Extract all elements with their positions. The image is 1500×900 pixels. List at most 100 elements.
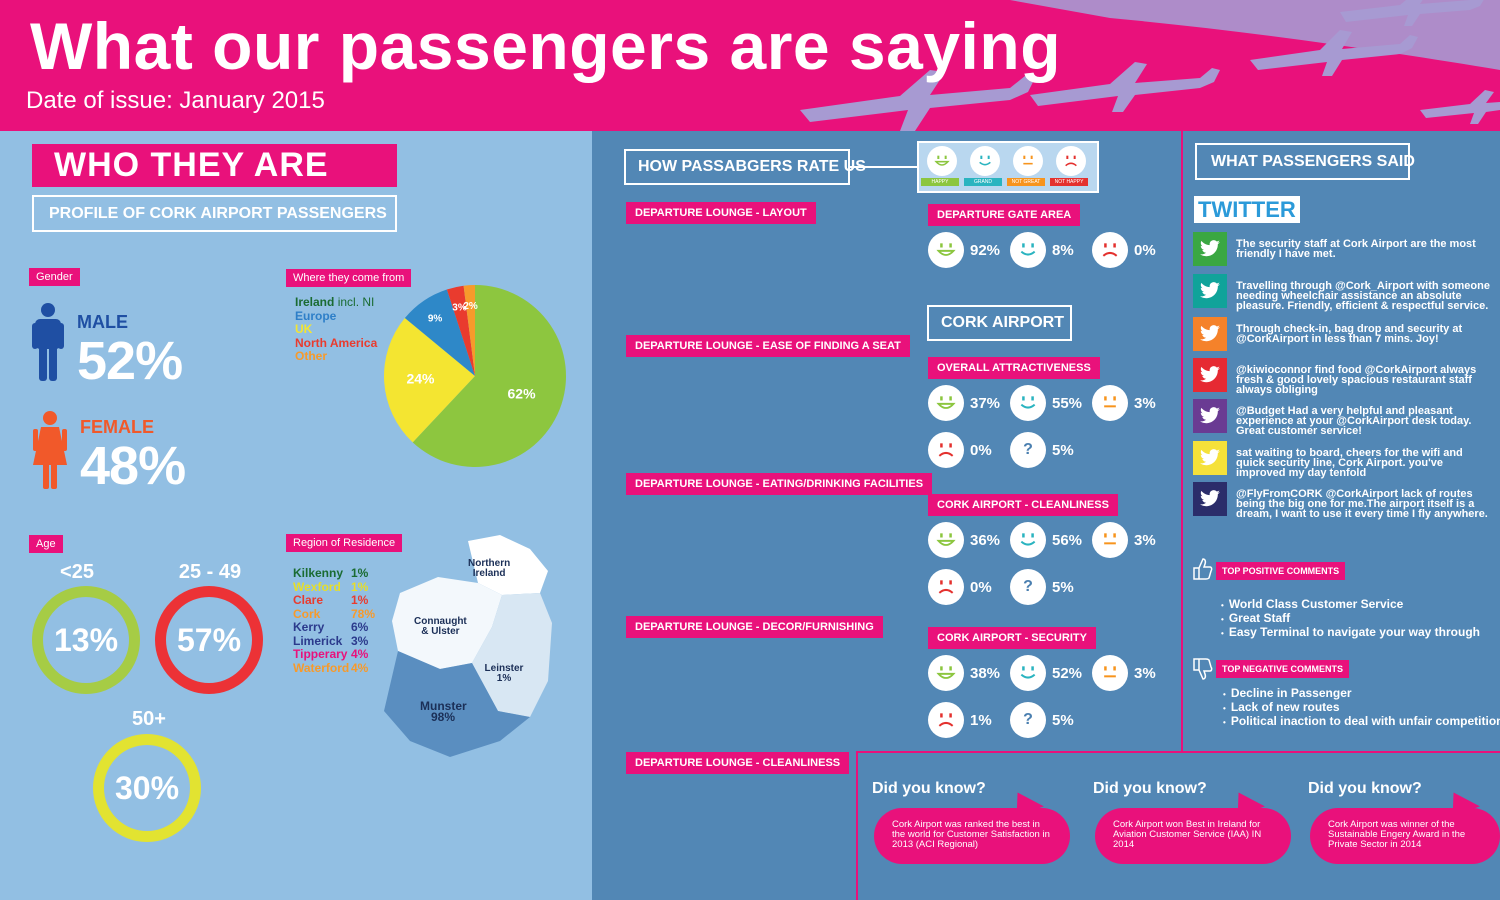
- unknown-face-icon: ?: [1010, 569, 1046, 605]
- unknown-face-icon: ?: [1010, 432, 1046, 468]
- not-happy-face-icon: [928, 569, 964, 605]
- region-legend-item: Kilkenny 1%: [293, 566, 369, 580]
- happy-face-icon: [928, 522, 964, 558]
- age-ring-50-plus: 30%: [93, 734, 201, 842]
- unknown-percentage: 5%: [1052, 579, 1074, 596]
- tweet-text: Through check-in, bag drop and security …: [1236, 323, 1463, 345]
- not-happy-percentage: 0%: [1134, 242, 1156, 259]
- thumbs-up-icon: [1193, 558, 1213, 580]
- did-you-know-title: Did you know?: [1093, 780, 1207, 797]
- age-label-under-25: <25: [60, 561, 94, 583]
- origin-legend-item: Ireland incl. NI: [295, 295, 375, 309]
- comment-item: • World Class Customer Service: [1221, 597, 1404, 611]
- issue-date: Date of issue: January 2015: [26, 87, 325, 114]
- twitter-bird-icon: [1193, 274, 1227, 308]
- not-happy-face-icon: [928, 702, 964, 738]
- tweet-text: @FlyFromCORK @CorkAirport lack of routes…: [1236, 488, 1488, 520]
- male-label: MALE: [77, 312, 128, 332]
- not-great-face-icon: [1092, 522, 1128, 558]
- origin-legend: Ireland incl. NI Europe UK North America Oth…: [295, 295, 377, 364]
- did-you-know-panel: Did you know? Cork Airport was ranked the…: [856, 751, 1500, 900]
- not-happy-face-icon: [928, 432, 964, 468]
- tweet-text: Travelling through @Cork_Airport with so…: [1236, 280, 1490, 312]
- nothappy-legend-label: NOT HAPPY: [1050, 178, 1088, 186]
- happy-legend-icon: [927, 146, 957, 176]
- header-banner: What our passengers are saying Date of i…: [0, 0, 1500, 131]
- grand-percentage: 8%: [1052, 242, 1074, 259]
- pie-slice: [463, 285, 475, 376]
- grand-percentage: 52%: [1052, 665, 1083, 682]
- region-legend-item: Tipperary 4%: [293, 647, 369, 661]
- grand-percentage: 56%: [1052, 532, 1083, 549]
- region-legend-item: Kerry 6%: [293, 620, 369, 634]
- positive-comments-list: • World Class Customer Service • Great Staf…: [1221, 598, 1480, 640]
- happy-legend-label: HAPPY: [921, 178, 959, 186]
- did-you-know-bubble: Cork Airport was ranked the best in the …: [874, 808, 1070, 864]
- age-ring-25-49: 57%: [155, 586, 263, 694]
- did-you-know-title: Did you know?: [872, 780, 986, 797]
- not-great-face-icon: [1092, 385, 1128, 421]
- age-label-50-plus: 50+: [132, 708, 166, 730]
- comment-item: • Lack of new routes: [1223, 700, 1340, 714]
- female-percentage: 48%: [80, 436, 186, 496]
- twitter-bird-icon: [1193, 358, 1227, 392]
- did-you-know-bubble: Cork Airport won Best in Ireland for Avi…: [1095, 808, 1291, 864]
- not-great-percentage: 3%: [1134, 532, 1156, 549]
- gate-section-title: DEPARTURE GATE AREA: [928, 204, 1081, 226]
- map-label-munster: Munster 98%: [420, 699, 467, 724]
- ireland-map: [384, 535, 552, 757]
- unknown-face-icon: ?: [1010, 702, 1046, 738]
- map-northern-ireland: [468, 535, 548, 595]
- cork-title: CORK AIRPORT: [927, 305, 1072, 341]
- age-tag: Age: [29, 535, 63, 553]
- nothappy-legend-icon: [1056, 146, 1086, 176]
- pie-slice-label: 9%: [428, 313, 443, 324]
- happy-percentage: 36%: [970, 532, 1001, 549]
- grand-face-icon: [1010, 232, 1046, 268]
- tweet-text: @Budget Had a very helpful and pleasant …: [1236, 405, 1472, 437]
- negative-comments-list: • Decline in Passenger • Lack of new routes…: [1223, 687, 1500, 729]
- unknown-percentage: 5%: [1052, 442, 1074, 459]
- tweet-text: @kiwioconnor find food @CorkAirport alwa…: [1236, 364, 1477, 396]
- lounge-section-title: DEPARTURE LOUNGE - DECOR/FURNISHING: [626, 616, 883, 638]
- not-happy-percentage: 0%: [970, 579, 992, 596]
- origin-legend-item: Other: [295, 349, 328, 363]
- region-tag: Region of Residence: [286, 534, 403, 552]
- who-subtitle: PROFILE OF CORK AIRPORT PASSENGERS: [32, 195, 397, 232]
- grand-face-icon: [1010, 522, 1046, 558]
- region-legend-item: Waterford 4%: [293, 660, 369, 675]
- notgreat-legend-label: NOT GREAT: [1007, 178, 1045, 186]
- region-legend-item: Limerick 3%: [293, 633, 369, 648]
- negative-comments-tag: TOP NEGATIVE COMMENTS: [1216, 660, 1350, 678]
- comment-item: • Easy Terminal to navigate your way thro…: [1221, 625, 1480, 639]
- said-title: WHAT PASSENGERS SAID: [1195, 143, 1415, 180]
- not-great-percentage: 3%: [1134, 395, 1156, 412]
- region-legend-item: Cork 78%: [293, 606, 376, 621]
- map-munster: [384, 651, 530, 757]
- who-title: WHO THEY ARE: [32, 144, 397, 187]
- cork-section-title: CORK AIRPORT - SECURITY: [928, 627, 1096, 649]
- happy-face-icon: [928, 655, 964, 691]
- airplanes-icon: [800, 0, 1500, 131]
- female-label: FEMALE: [80, 417, 154, 437]
- happy-face-icon: [928, 232, 964, 268]
- pie-slice-label: 62%: [508, 385, 537, 401]
- happy-percentage: 38%: [970, 665, 1001, 682]
- did-you-know-title: Did you know?: [1308, 780, 1422, 797]
- unknown-percentage: 5%: [1052, 712, 1074, 729]
- map-label-ni: Northern Ireland: [468, 558, 511, 579]
- pie-slice-label: 24%: [406, 370, 435, 386]
- gender-tag: Gender: [29, 268, 80, 286]
- map-leinster: [472, 593, 552, 717]
- did-you-know-bubble: Cork Airport was winner of the Sustainab…: [1310, 808, 1500, 864]
- region-legend-item: Clare 1%: [293, 593, 369, 607]
- cork-section-title: CORK AIRPORT - CLEANLINESS: [928, 494, 1118, 516]
- map-label-connaught: Connaught & Ulster: [414, 616, 467, 637]
- happy-percentage: 37%: [970, 395, 1001, 412]
- passengers-said-panel: WHAT PASSENGERS SAID TWITTER TOP POSITIV…: [1181, 131, 1500, 751]
- pie-slice-label: 3%: [452, 303, 467, 314]
- comment-item: • Decline in Passenger: [1223, 686, 1352, 700]
- origin-legend-item: Europe: [295, 308, 337, 323]
- thumbs-down-icon: [1193, 658, 1213, 680]
- region-legend-item: Wexford 1%: [293, 579, 369, 594]
